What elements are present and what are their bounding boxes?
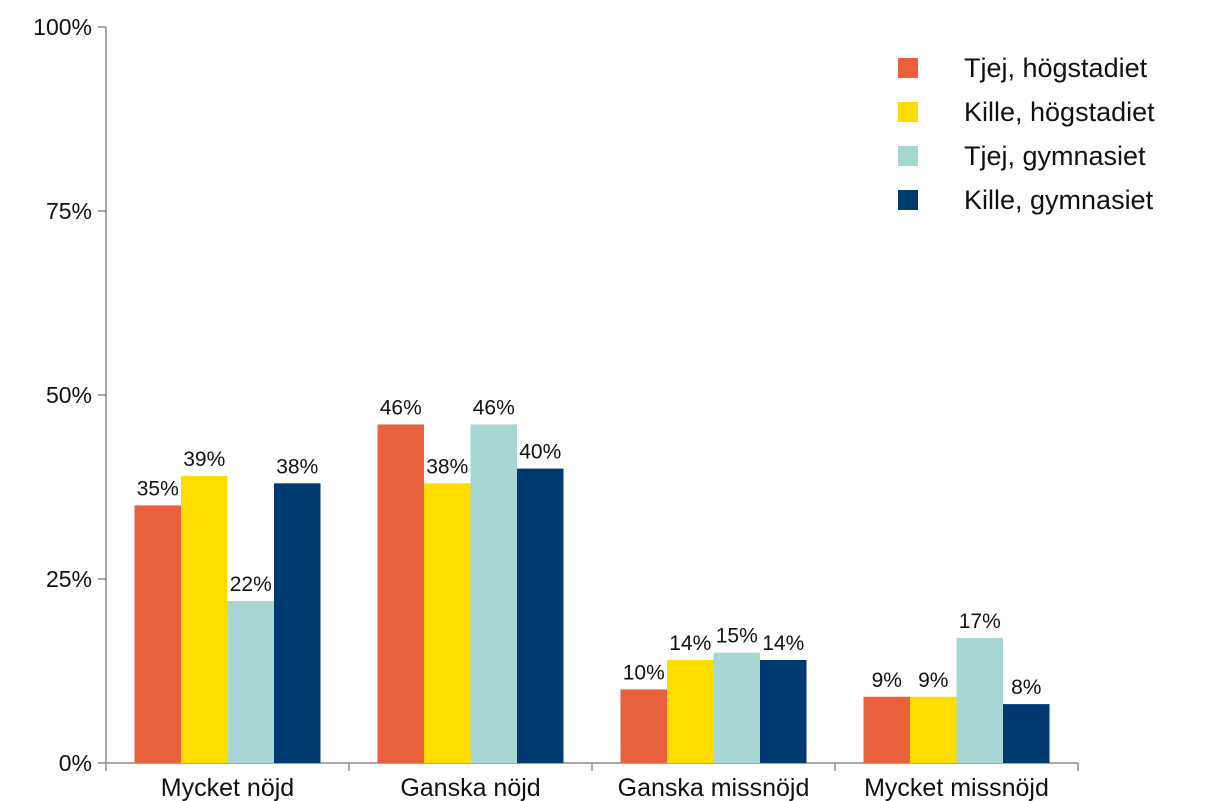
bar [1003,704,1050,763]
bar [667,659,714,763]
bar [863,696,910,763]
data-label: 10% [623,661,665,684]
bar [377,424,424,763]
bar [517,468,564,763]
legend-swatch [898,146,918,166]
legend-label: Kille, högstadiet [964,97,1155,127]
data-label: 22% [230,573,272,596]
x-category-label: Mycket nöjd [161,774,294,801]
data-label: 38% [276,455,318,478]
data-label: 9% [872,669,902,692]
data-label: 14% [669,632,711,655]
bar [227,601,274,763]
data-label: 17% [959,610,1001,633]
category-labels-group: Mycket nöjd Ganska nöjd Ganska missnöjd Myc… [161,774,1049,801]
data-label: 14% [762,632,804,655]
data-label: 8% [1011,676,1041,699]
data-label: 9% [918,669,948,692]
data-label: 40% [519,441,561,464]
bar [134,505,181,763]
x-category-label: Ganska missnöjd [618,774,810,801]
y-tick-label: 0% [59,750,92,776]
legend-swatch [898,190,918,210]
y-tick-label: 75% [46,198,92,224]
x-category-label: Ganska nöjd [400,774,540,801]
legend-label: Kille, gymnasiet [964,185,1154,215]
bar [470,424,517,763]
data-labels-group: 35%39%22%38%46%38%46%40%10%14% 15% 14%9% 9%… [137,396,1042,699]
y-tick-label: 50% [46,382,92,408]
data-label: 46% [380,396,422,419]
data-label: 38% [426,455,468,478]
data-label: 35% [137,477,179,500]
bar [956,637,1003,763]
bar [910,696,957,763]
legend: Tjej, högstadiet Kille, högstadiet Tjej, g… [898,53,1155,215]
legend-swatch [898,102,918,122]
bar [713,652,760,763]
x-category-label: Mycket missnöjd [864,774,1049,801]
legend-label: Tjej, högstadiet [964,53,1148,83]
data-label: 15% [716,625,758,648]
y-tick-label: 100% [33,14,92,40]
bar [274,483,321,763]
legend-label: Tjej, gymnasiet [964,141,1146,171]
bar [181,475,228,763]
bar [620,689,667,763]
legend-swatch [898,58,918,78]
bars-group [134,424,1050,763]
data-label: 39% [183,448,225,471]
bar [760,659,807,763]
data-label: 46% [473,396,515,419]
y-tick-label: 25% [46,566,92,592]
bar [424,483,471,763]
